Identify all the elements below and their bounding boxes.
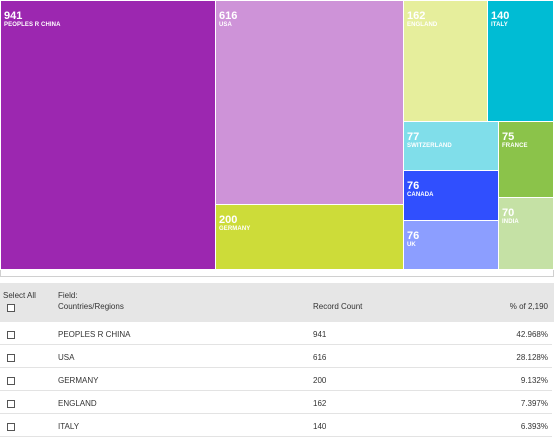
row-percent: 28.128% [516,353,548,362]
tile-count: 200 [219,214,238,226]
treemap-tile-canada[interactable]: 76 CANADA [403,170,499,221]
treemap-tile-uk[interactable]: 76 UK [403,220,499,270]
field-value: Countries/Regions [58,302,124,311]
row-percent: 6.393% [520,422,548,431]
tile-count: 616 [219,10,238,22]
select-all-label: Select All [3,291,36,300]
row-country: GERMANY [58,376,99,385]
row-checkbox[interactable] [7,354,15,362]
table-row: ENGLAND 162 7.397% [0,391,554,414]
row-count: 200 [313,376,327,385]
row-count: 140 [313,422,327,431]
table-row: ITALY 140 6.393% [0,414,554,437]
table-row: USA 616 28.128% [0,345,554,368]
tile-count: 76 [407,180,420,192]
percent-header[interactable]: % of 2,190 [509,302,548,311]
row-percent: 9.132% [520,376,548,385]
table-row: PEOPLES R CHINA 941 42.968% [0,322,554,345]
row-count: 162 [313,399,327,408]
row-checkbox[interactable] [7,400,15,408]
row-country: PEOPLES R CHINA [58,330,131,339]
row-checkbox[interactable] [7,423,15,431]
select-all-checkbox[interactable] [7,304,15,312]
treemap-tile-switzerland[interactable]: 77 SWITZERLAND [403,121,499,171]
treemap-tile-germany[interactable]: 200 GERMANY [215,204,404,270]
row-divider [0,413,552,414]
tile-count: 162 [407,10,426,22]
row-percent: 42.968% [516,330,548,339]
row-count: 941 [313,330,327,339]
field-label: Field: [58,291,78,300]
treemap-tile-india[interactable]: 70 INDIA [498,197,554,270]
tile-label: INDIA [502,219,519,225]
tile-label: CANADA [407,192,434,198]
tile-label: ITALY [491,22,508,28]
tile-count: 77 [407,131,420,143]
treemap-chart: 941 PEOPLES R CHINA 616 USA 200 GERMANY … [0,0,554,270]
tile-label: GERMANY [219,226,251,232]
tile-label: USA [219,22,232,28]
row-count: 616 [313,353,327,362]
tile-label: ENGLAND [407,22,438,28]
tile-count: 70 [502,207,515,219]
treemap-tile-england[interactable]: 162 ENGLAND [403,0,488,122]
row-divider [0,367,552,368]
row-checkbox[interactable] [7,377,15,385]
row-country: USA [58,353,75,362]
row-divider [0,344,552,345]
tile-count: 75 [502,131,515,143]
tile-label: FRANCE [502,143,528,149]
treemap-tile-usa[interactable]: 616 USA [215,0,404,205]
row-checkbox[interactable] [7,331,15,339]
row-percent: 7.397% [520,399,548,408]
tile-count: 76 [407,230,420,242]
row-country: ENGLAND [58,399,97,408]
treemap-tile-peoples-r-china[interactable]: 941 PEOPLES R CHINA [0,0,216,270]
row-divider [0,390,552,391]
table-header: Select All Field: Countries/Regions Reco… [0,283,554,322]
table-row: GERMANY 200 9.132% [0,368,554,391]
row-divider [0,436,552,437]
row-country: ITALY [58,422,80,431]
tile-label: SWITZERLAND [407,143,452,149]
tile-count: 140 [491,10,510,22]
tile-count: 941 [4,10,23,22]
chart-scrollbar[interactable] [0,270,554,277]
tile-label: UK [407,242,416,248]
record-count-header[interactable]: Record Count [313,302,363,311]
treemap-tile-italy[interactable]: 140 ITALY [487,0,554,122]
tile-label: PEOPLES R CHINA [4,22,61,28]
treemap-tile-france[interactable]: 75 FRANCE [498,121,554,198]
